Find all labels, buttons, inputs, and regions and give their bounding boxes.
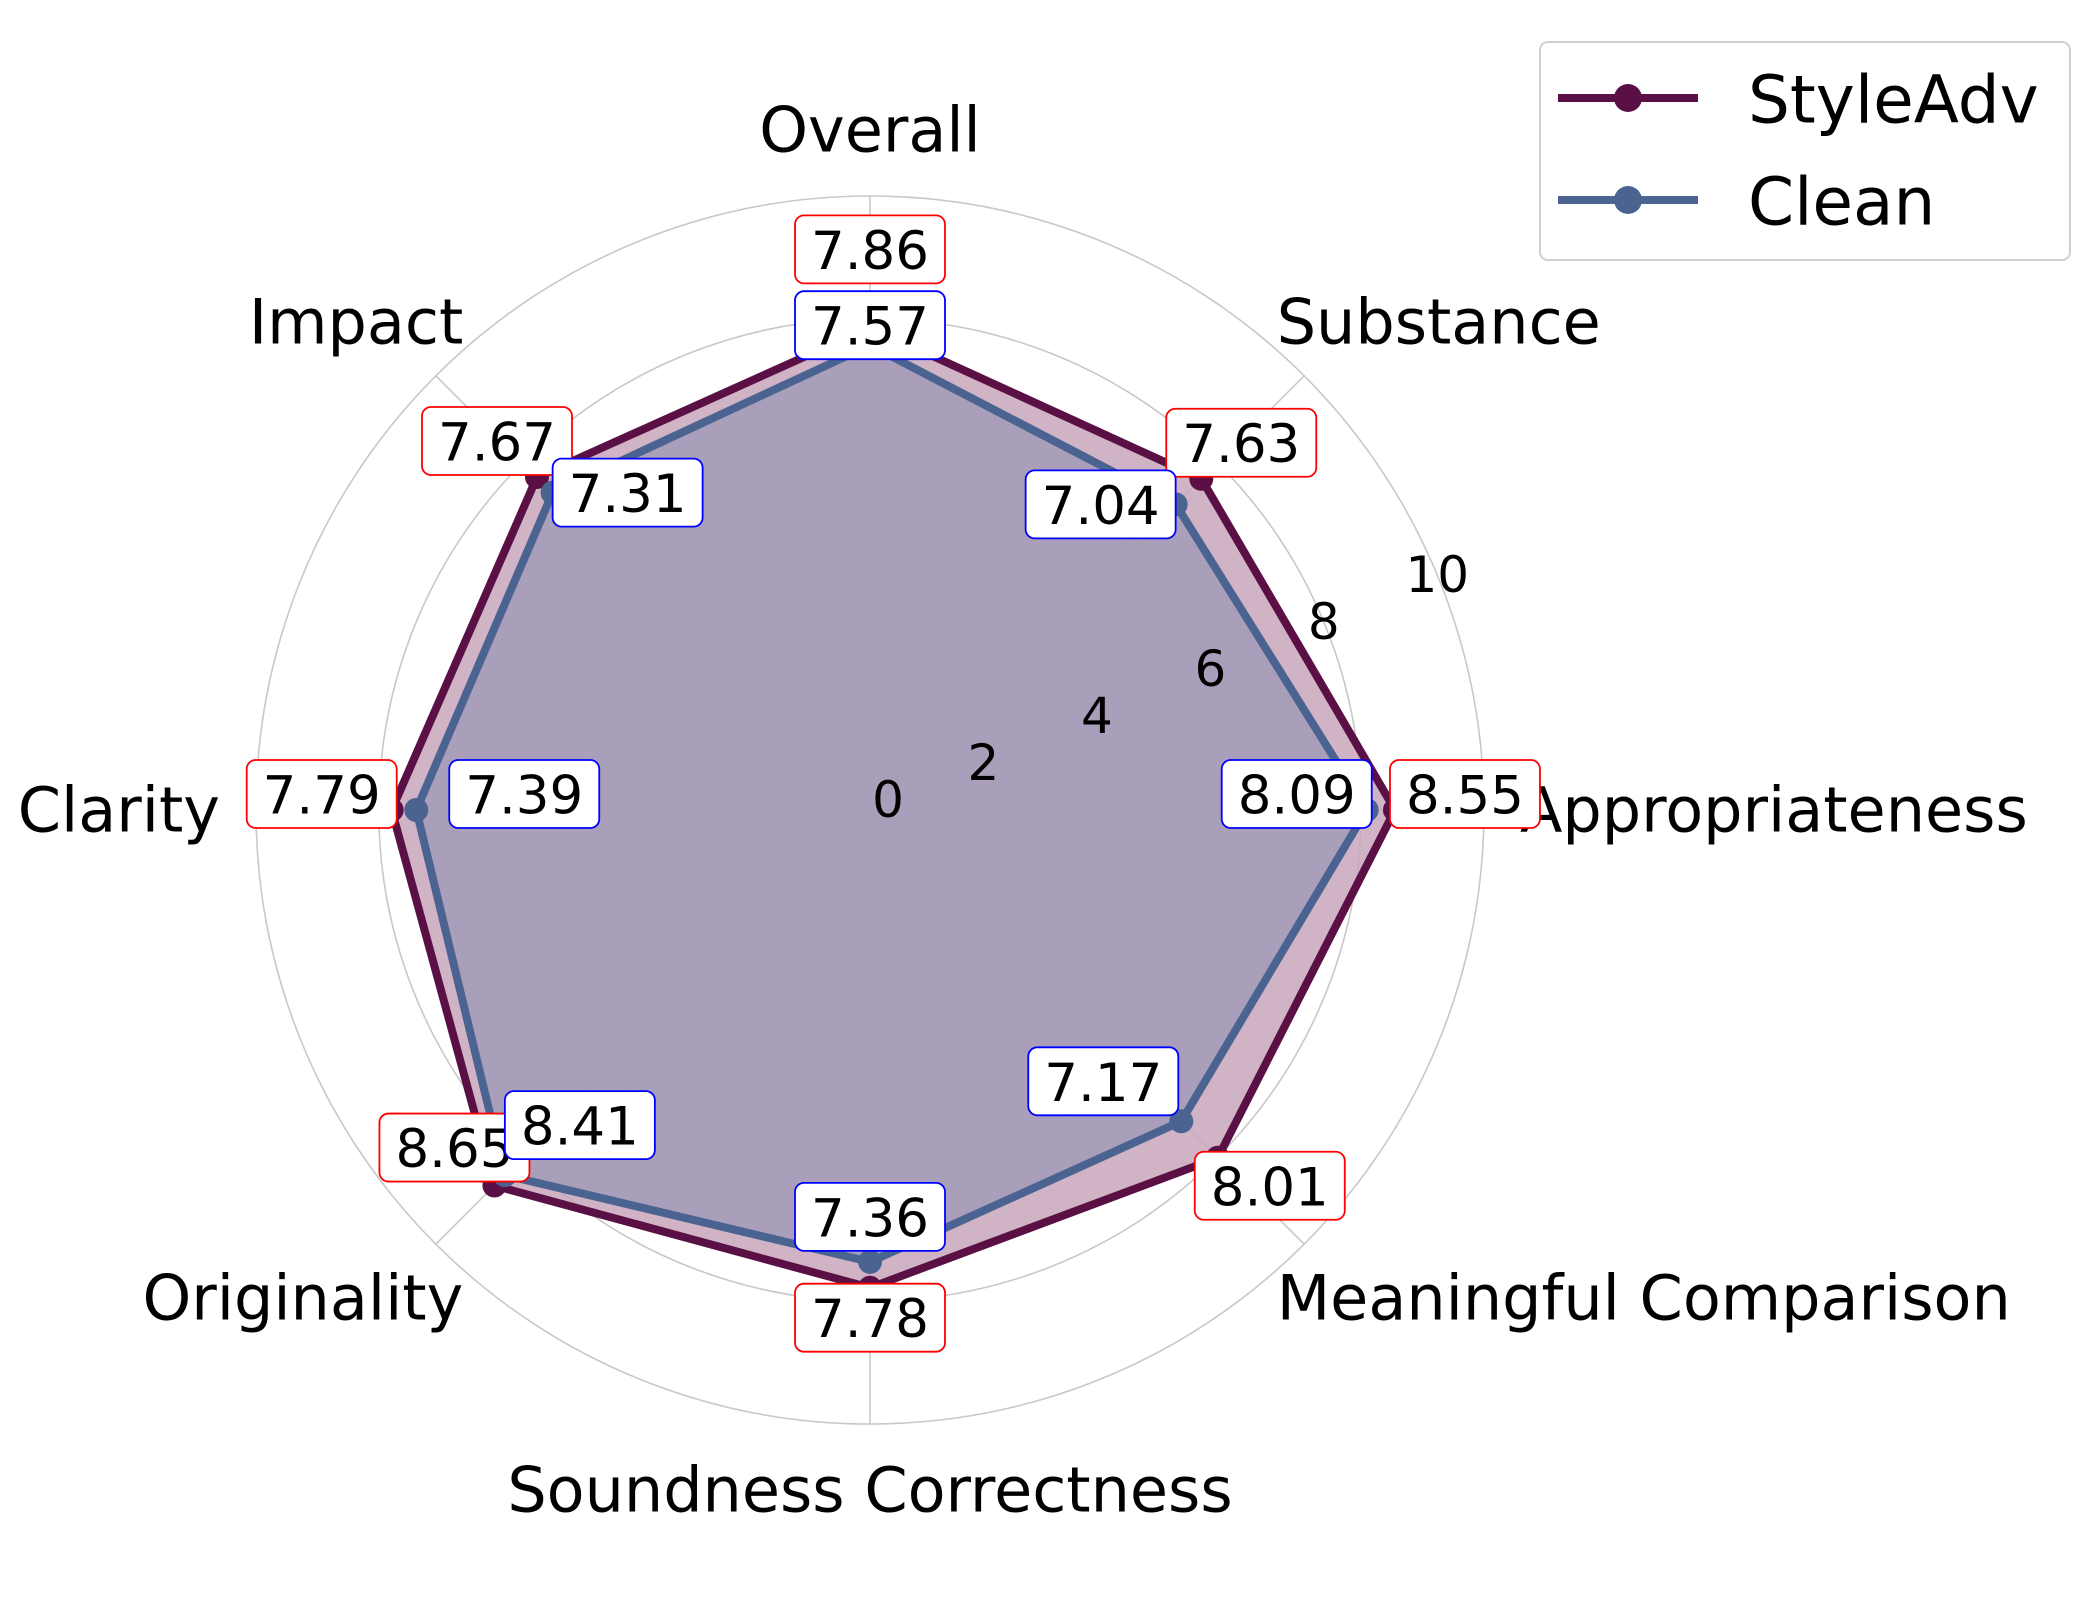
data-label-styleadv-box [1389, 759, 1541, 829]
data-label-styleadv: 7.86 [794, 214, 946, 285]
data-label-clean-text: 8.09 [1238, 766, 1356, 827]
category-label: Originality [142, 1261, 463, 1334]
data-label-styleadv-box [1165, 407, 1318, 478]
radial-tick-label: 10 [1405, 546, 1469, 604]
category-label: Meaningful Comparison [1277, 1261, 2011, 1334]
data-label-clean: 8.41 [503, 1090, 656, 1161]
data-label-styleadv-box [794, 214, 946, 285]
data-label-clean: 8.09 [1220, 759, 1373, 829]
data-label-clean: 7.31 [551, 457, 704, 528]
data-label-styleadv-text: 7.63 [1182, 414, 1300, 475]
data-label-clean-box [551, 457, 704, 528]
legend-marker-clean [1614, 186, 1642, 214]
data-label-styleadv: 7.63 [1165, 407, 1318, 478]
data-label-styleadv-box [421, 406, 573, 476]
data-label-clean-text: 7.36 [811, 1188, 929, 1249]
series-fill-clean [416, 345, 1367, 1262]
data-label-clean-box [448, 759, 601, 829]
category-labels: Appropriateness Substance Overall Impact Cla… [18, 94, 2028, 1527]
data-label-styleadv: 8.55 [1389, 759, 1541, 829]
data-label-styleadv: 7.79 [245, 759, 398, 829]
legend-label-clean: Clean [1748, 164, 1935, 241]
radial-tick-label: 0 [872, 771, 904, 829]
data-label-styleadv-text: 7.67 [438, 412, 556, 473]
data-label-clean: 7.57 [794, 290, 946, 361]
radial-tick-label: 6 [1194, 640, 1226, 698]
category-label: Substance [1277, 286, 1601, 359]
data-label-styleadv-box [245, 759, 398, 829]
data-label-styleadv: 8.01 [1193, 1150, 1346, 1221]
radial-tick-labels: 0 2 4 6 8 10 [872, 546, 1469, 829]
data-label-styleadv: 7.78 [794, 1282, 946, 1353]
data-label-clean: 7.36 [794, 1182, 946, 1252]
data-label-clean-text: 7.04 [1042, 476, 1160, 537]
data-label-clean-text: 7.31 [569, 464, 687, 525]
legend-marker-styleadv [1614, 84, 1642, 112]
legend-label-styleadv: StyleAdv [1748, 62, 2039, 139]
data-label-clean-text: 8.41 [521, 1097, 639, 1158]
data-point-clean [1169, 1109, 1194, 1134]
radial-tick-label: 2 [968, 734, 1000, 792]
data-point-clean [404, 798, 429, 822]
data-label-clean: 7.39 [448, 759, 601, 829]
radial-tick-label: 4 [1081, 687, 1113, 745]
category-label: Overall [759, 94, 981, 167]
category-label: Soundness Correctness [507, 1454, 1232, 1527]
data-label-styleadv: 7.67 [421, 406, 573, 476]
radial-tick-label: 8 [1308, 593, 1340, 651]
data-label-styleadv-text: 7.79 [263, 766, 381, 827]
data-labels: 8.55 7.63 7.86 7.67 7.79 8.65 7.78 8.01 8.09 7.04… [245, 214, 1541, 1353]
data-label-clean-box [794, 1182, 946, 1252]
data-label-clean-text: 7.57 [811, 297, 929, 358]
data-label-styleadv-text: 8.01 [1211, 1157, 1329, 1218]
data-label-clean-box [1024, 469, 1177, 540]
data-point-clean [858, 1249, 882, 1274]
data-label-styleadv-text: 8.55 [1406, 766, 1524, 827]
legend: StyleAdv Clean [1539, 41, 2071, 261]
category-label: Appropriateness [1520, 774, 2028, 847]
data-label-styleadv-text: 7.86 [811, 221, 929, 282]
data-label-clean-text: 7.39 [465, 766, 583, 827]
data-label-styleadv-text: 8.65 [395, 1119, 513, 1180]
data-label-styleadv-box [794, 1282, 946, 1353]
data-label-clean-box [1027, 1046, 1180, 1117]
category-label: Clarity [18, 774, 220, 847]
data-label-clean-text: 7.17 [1044, 1053, 1162, 1114]
data-label-clean: 7.17 [1027, 1046, 1180, 1117]
data-label-clean-box [1220, 759, 1373, 829]
data-label-clean-box [503, 1090, 656, 1161]
data-label-styleadv-text: 7.78 [811, 1289, 929, 1350]
data-label-clean: 7.04 [1024, 469, 1177, 540]
category-label: Impact [249, 286, 463, 359]
data-label-clean-box [794, 290, 946, 361]
data-label-styleadv: 8.65 [378, 1112, 531, 1183]
data-label-styleadv-box [1193, 1150, 1346, 1221]
